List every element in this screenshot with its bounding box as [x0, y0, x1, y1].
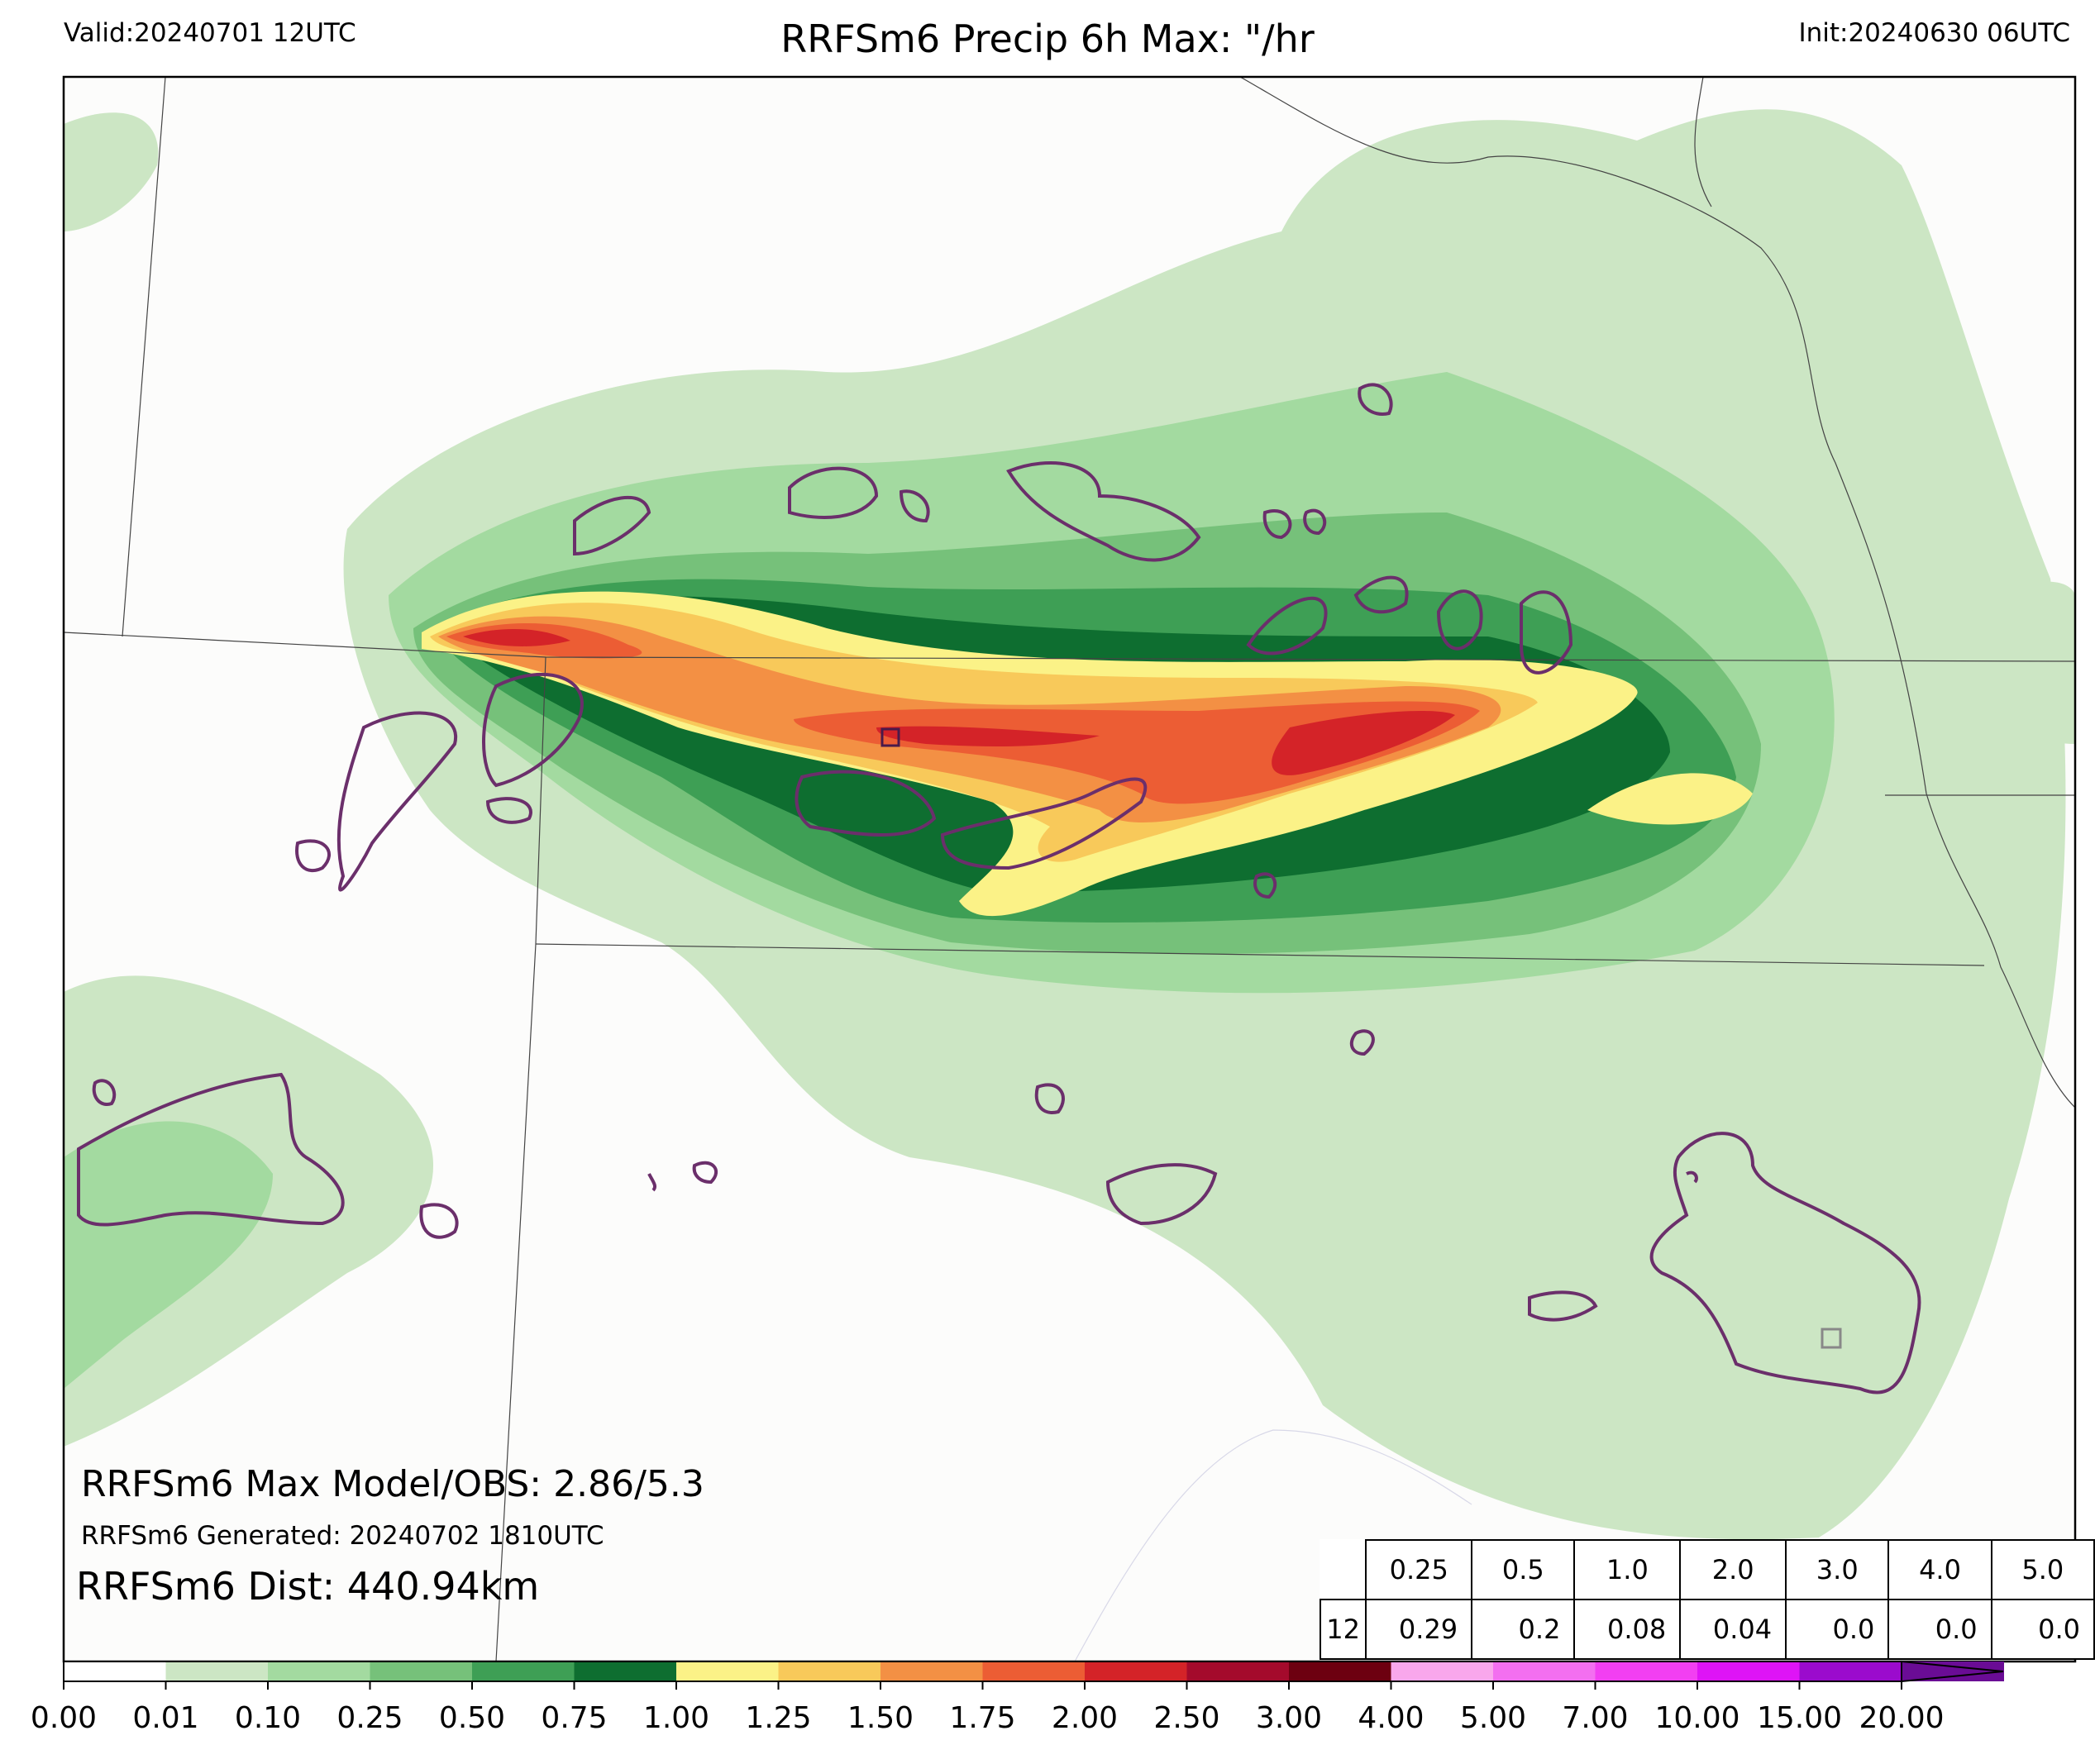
init-time-label: Init:20240630 06UTC	[1798, 18, 2070, 48]
value-cell: 0.29	[1365, 1599, 1473, 1660]
threshold-stats-table: 0.25 0.5 1.0 2.0 3.0 4.0 5.0 12 0.29 0.2…	[1319, 1539, 2095, 1660]
faint-boundary	[1074, 1429, 1472, 1662]
colorbar-tick-label: 0.75	[541, 1701, 608, 1735]
obs-contours	[77, 383, 1921, 1395]
precip-area-light-nw	[64, 112, 159, 231]
hour-cell: 12	[1319, 1599, 1367, 1660]
chart-title: RRFSm6 Precip 6h Max: "/hr	[780, 17, 1315, 61]
colorbar-segment	[778, 1661, 881, 1681]
colorbar-tick-label: 1.50	[847, 1701, 914, 1735]
colorbar-segment	[1493, 1661, 1596, 1681]
precip-area-175	[446, 622, 1480, 804]
colorbar-segment	[676, 1661, 779, 1681]
colorbar-tick-label: 4.00	[1358, 1701, 1425, 1735]
colorbar-segment	[880, 1661, 983, 1681]
colorbar-segment	[1289, 1661, 1391, 1681]
precip-field	[64, 109, 2075, 1540]
colorbar-tick-label: 1.25	[745, 1701, 812, 1735]
colorbar-segment	[472, 1661, 575, 1681]
value-cell: 0.0	[1990, 1599, 2095, 1660]
threshold-cell: 2.0	[1679, 1539, 1787, 1600]
value-cell: 0.0	[1785, 1599, 1890, 1660]
colorbar-tick-label: 3.00	[1255, 1701, 1323, 1735]
threshold-cell: 4.0	[1887, 1539, 1992, 1600]
colorbar-tick-label: 20.00	[1859, 1701, 1945, 1735]
colorbar-segment	[64, 1661, 166, 1681]
colorbar-segment	[1799, 1661, 1902, 1681]
distance-label: RRFSm6 Dist: 440.94km	[76, 1564, 540, 1609]
colorbar-tick-label: 10.00	[1654, 1701, 1740, 1735]
colorbar-tick-label: 7.00	[1562, 1701, 1629, 1735]
colorbar-tick-label: 15.00	[1756, 1701, 1843, 1735]
precip-area-100-e	[1587, 773, 1753, 825]
value-row: 12 0.29 0.2 0.08 0.04 0.0 0.0 0.0	[1319, 1599, 2095, 1660]
value-cell: 0.08	[1573, 1599, 1682, 1660]
colorbar-tick-label: 2.00	[1051, 1701, 1119, 1735]
threshold-cell: 0.25	[1365, 1539, 1473, 1600]
colorbar-tick-label: 0.25	[336, 1701, 403, 1735]
state-boundaries	[63, 76, 2076, 1662]
colorbar-segment	[982, 1661, 1086, 1681]
model-max-marker	[1821, 1328, 1842, 1349]
colorbar-tick-label: 5.00	[1459, 1701, 1527, 1735]
threshold-cell: 0.5	[1471, 1539, 1576, 1600]
colorbar-tick-label: 2.50	[1153, 1701, 1220, 1735]
threshold-cell: 3.0	[1785, 1539, 1890, 1600]
precip-area-light-e	[1951, 581, 2075, 744]
value-cell: 0.0	[1887, 1599, 1992, 1660]
colorbar-segment	[1697, 1661, 1800, 1681]
colorbar-segment	[1186, 1661, 1290, 1681]
colorbar-tick-label: 0.01	[132, 1701, 199, 1735]
colorbar-segment	[268, 1661, 370, 1681]
colorbar-segment	[1391, 1661, 1494, 1681]
colorbar-tick-label: 1.75	[949, 1701, 1016, 1735]
threshold-cell: 1.0	[1573, 1539, 1682, 1600]
colorbar-segment	[1085, 1661, 1187, 1681]
colorbar-tick-label: 0.00	[30, 1701, 98, 1735]
valid-time-label: Valid:20240701 12UTC	[64, 18, 356, 48]
generated-label: RRFSm6 Generated: 20240702 1810UTC	[81, 1521, 604, 1551]
threshold-row: 0.25 0.5 1.0 2.0 3.0 4.0 5.0	[1320, 1539, 2095, 1600]
threshold-cell: 5.0	[1990, 1539, 2095, 1600]
colorbar-tick-label: 1.00	[642, 1701, 710, 1735]
colorbar-segment	[370, 1661, 473, 1681]
value-cell: 0.04	[1679, 1599, 1787, 1660]
colorbar-tick-label: 0.10	[234, 1701, 302, 1735]
obs-max-marker	[880, 727, 900, 747]
colorbar-segment	[574, 1661, 677, 1681]
max-model-obs-label: RRFSm6 Max Model/OBS: 2.86/5.3	[81, 1463, 704, 1505]
colorbar-segment	[165, 1661, 269, 1681]
precip-area-010-w	[64, 1121, 273, 1389]
colorbar-segment	[1595, 1661, 1698, 1681]
colorbar-tick-label: 0.50	[438, 1701, 506, 1735]
value-cell: 0.2	[1471, 1599, 1576, 1660]
